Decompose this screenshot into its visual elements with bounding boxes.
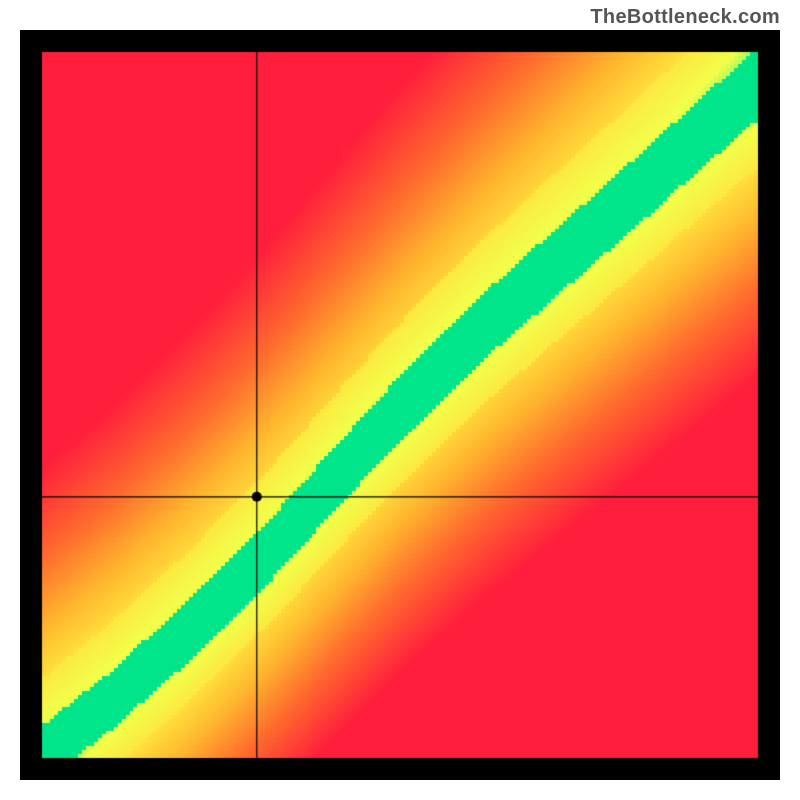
watermark-text: TheBottleneck.com — [590, 6, 780, 29]
page-root: TheBottleneck.com — [0, 0, 800, 800]
bottleneck-heatmap — [20, 30, 780, 780]
chart-frame — [20, 30, 780, 780]
